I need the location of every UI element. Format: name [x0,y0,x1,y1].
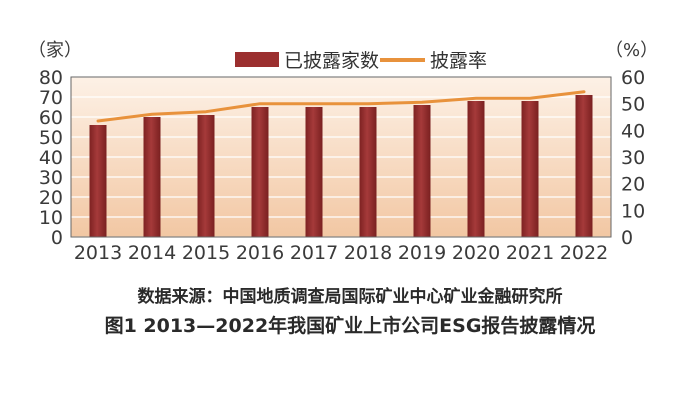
x-tick-label: 2020 [452,242,500,264]
legend-line-label: 披露率 [430,50,487,72]
legend-bar-swatch [235,52,279,67]
y-left-unit-label: （家） [28,40,82,61]
y-left-tick-label: 60 [39,107,63,129]
y-left-tick-label: 80 [39,67,63,89]
legend: 已披露家数 披露率 [235,50,487,72]
y-left-tick-label: 0 [51,227,63,249]
x-tick-label: 2014 [128,242,176,264]
y-right-tick-label: 60 [621,67,645,89]
bar-2020 [467,101,485,237]
bar-2015 [197,115,215,237]
y-right-tick-label: 20 [621,174,645,196]
bar-series [89,95,593,237]
bar-2016 [251,107,269,237]
x-tick-label: 2021 [506,242,554,264]
y-right-tick-label: 50 [621,94,645,116]
plot-frame [70,76,612,238]
x-tick-label: 2018 [344,242,392,264]
y-left-tick-label: 30 [39,167,63,189]
y-left-tick-label: 50 [39,127,63,149]
y-left-tick-label: 20 [39,187,63,209]
x-tick-label: 2017 [290,242,338,264]
x-tick-label: 2016 [236,242,284,264]
y-left-tick-label: 40 [39,147,63,169]
y-right-tick-label: 30 [621,147,645,169]
legend-bar-label: 已披露家数 [284,50,379,72]
y-right-tick-label: 10 [621,200,645,222]
figure-title: 图1 2013—2022年我国矿业上市公司ESG报告披露情况 [104,315,596,337]
y-right-tick-label: 40 [621,120,645,142]
bar-2017 [305,107,323,237]
y-left-tick-label: 70 [39,87,63,109]
bar-2013 [89,125,107,237]
bar-2019 [413,105,431,237]
bar-2018 [359,107,377,237]
x-tick-label: 2013 [74,242,122,264]
line-series [96,90,586,123]
bar-2022 [575,95,593,237]
y-right-unit-label: （%） [605,40,658,61]
bar-2014 [143,117,161,237]
y-left-tick-label: 10 [39,207,63,229]
bar-2021 [521,101,539,237]
x-tick-label: 2022 [560,242,608,264]
y-right-tick-label: 0 [621,227,633,249]
x-tick-label: 2015 [182,242,230,264]
rate-line [96,90,586,123]
source-note: 数据来源：中国地质调查局国际矿业中心矿业金融研究所 [137,287,563,307]
x-tick-label: 2019 [398,242,446,264]
